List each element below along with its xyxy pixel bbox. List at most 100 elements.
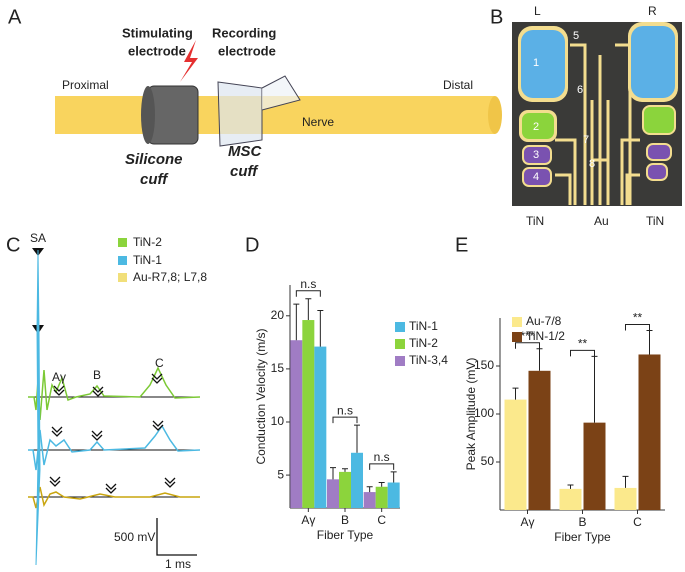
legend-label: TiN-2 <box>133 235 162 249</box>
material-label: TiN <box>646 214 664 228</box>
site-number: 6 <box>577 84 583 96</box>
electrode-site <box>631 26 675 98</box>
bar <box>614 487 637 510</box>
label: cuff <box>230 163 259 180</box>
label: Nerve <box>302 115 334 129</box>
error-bar <box>330 467 336 480</box>
error-bar <box>512 387 519 400</box>
bar <box>363 492 376 508</box>
x-axis-label: Fiber Type <box>317 528 374 542</box>
legend-swatch <box>118 238 127 247</box>
error-bar <box>354 424 360 453</box>
bar <box>302 320 315 508</box>
x-tick-label: B <box>578 515 586 529</box>
bar <box>290 340 303 508</box>
side-label: L <box>534 4 541 18</box>
error-bar <box>305 298 312 321</box>
legend-swatch <box>118 273 127 282</box>
y-axis-label: Peak Amplitude (mV) <box>464 358 478 471</box>
significance-bracket <box>570 349 595 357</box>
legend-swatch <box>395 339 405 349</box>
significance-bracket <box>625 323 650 331</box>
significance-bracket <box>515 342 540 349</box>
material-label: TiN <box>526 214 544 228</box>
site-number: 7 <box>583 134 589 146</box>
bar <box>339 471 351 508</box>
y-tick-label: 15 <box>271 361 285 375</box>
label: cuff <box>140 171 169 188</box>
legend-label: TiN-3,4 <box>409 353 448 367</box>
panel-b: L R 1 2 3 4 5 6 7 8 TiN Au TiN <box>512 4 682 228</box>
legend-label: TiN-1 <box>133 253 162 267</box>
panel-c: SA TiN-2 TiN-1 Au-R7,8; L7,8 Aγ B C 500 … <box>28 231 207 571</box>
scale-label: 1 ms <box>165 557 191 571</box>
label: electrode <box>218 43 276 58</box>
panel-a: Stimulating electrode Recording electrod… <box>55 25 502 188</box>
error-bar <box>366 486 373 493</box>
fiber-label: C <box>155 356 164 370</box>
label: MSC <box>228 143 263 160</box>
panel-label: C <box>6 234 20 256</box>
site-number: 4 <box>533 171 539 183</box>
x-tick-label: B <box>341 513 349 527</box>
y-tick-label: 20 <box>271 308 285 322</box>
fiber-label: Aγ <box>52 370 66 384</box>
electrode-site <box>642 105 676 135</box>
panel-label: E <box>455 234 468 256</box>
electrode-site <box>522 167 552 187</box>
legend-swatch <box>118 256 127 265</box>
bar <box>351 452 363 508</box>
bar <box>314 346 327 508</box>
panel-label: B <box>490 6 503 28</box>
bar <box>528 370 551 510</box>
panel-label: A <box>8 6 22 28</box>
error-bar <box>390 471 397 483</box>
bar <box>375 486 388 508</box>
site-number: 5 <box>573 30 579 42</box>
site-number: 2 <box>533 121 539 133</box>
stimulus-bolt <box>180 40 198 82</box>
site-number: 3 <box>533 149 539 161</box>
y-tick-label: 100 <box>474 406 494 420</box>
y-tick-label: 5 <box>277 467 284 481</box>
legend-swatch <box>395 356 405 366</box>
electrode-site <box>521 30 565 98</box>
msc-cuff-shape <box>217 81 263 147</box>
significance-bracket <box>295 290 321 297</box>
cuff-edge <box>141 86 155 144</box>
bar <box>583 422 606 510</box>
scale-bar <box>156 518 197 556</box>
error-bar <box>646 329 653 355</box>
significance-label: *** <box>520 329 534 343</box>
electrode-site <box>646 143 672 161</box>
x-tick-label: C <box>633 515 642 529</box>
legend-label: Au-R7,8; L7,8 <box>133 270 207 284</box>
bar <box>504 399 527 510</box>
error-bar <box>591 355 598 423</box>
significance-label: n.s <box>374 450 390 464</box>
side-label: R <box>648 4 657 18</box>
x-axis-label: Fiber Type <box>554 530 611 544</box>
nerve-end <box>488 96 502 134</box>
electrode-site <box>522 113 554 139</box>
stimulus-label: SA <box>30 231 46 245</box>
site-number: 1 <box>533 57 539 69</box>
stimulus-artifact <box>35 249 41 566</box>
label: Proximal <box>62 78 109 92</box>
legend-swatch <box>512 332 522 342</box>
electrode-site <box>646 163 668 181</box>
scale-label: 500 mV <box>114 530 155 544</box>
y-tick-label: 10 <box>271 414 285 428</box>
fiber-label: B <box>93 368 101 382</box>
significance-label: ** <box>633 311 643 325</box>
label: electrode <box>128 43 186 58</box>
x-tick-label: Aγ <box>520 515 534 529</box>
x-tick-label: C <box>377 513 386 527</box>
legend-label: Au-7/8 <box>526 314 562 328</box>
legend-label: TiN-2 <box>409 336 438 350</box>
y-tick-label: 150 <box>474 358 494 372</box>
label: Stimulating <box>122 25 193 40</box>
significance-bracket <box>369 463 395 470</box>
error-bar <box>293 303 300 341</box>
